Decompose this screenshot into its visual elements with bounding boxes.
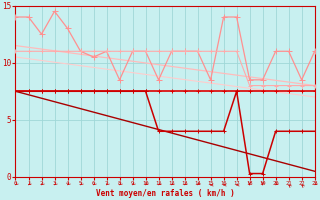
X-axis label: Vent moyen/en rafales ( km/h ): Vent moyen/en rafales ( km/h ) (96, 189, 235, 198)
